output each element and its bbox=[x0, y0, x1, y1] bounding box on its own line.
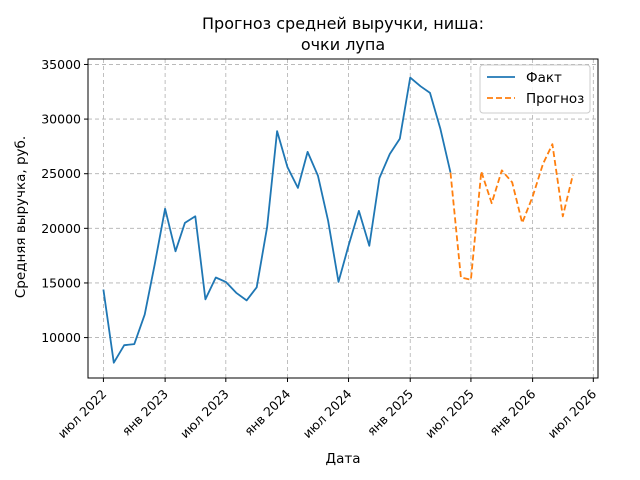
y-tick-label: 20000 bbox=[41, 221, 81, 236]
grid bbox=[88, 59, 598, 378]
y-tick-label: 35000 bbox=[41, 57, 81, 72]
y-axis-label: Средняя выручка, руб. bbox=[13, 136, 29, 298]
plot-frame bbox=[87, 58, 599, 379]
y-tick-label: 25000 bbox=[41, 166, 81, 181]
y-tick-label: 15000 bbox=[41, 275, 81, 290]
x-axis-label: Дата bbox=[326, 451, 361, 467]
chart-title-line-1: Прогноз средней выручки, ниша: bbox=[202, 14, 484, 33]
plot-area bbox=[102, 76, 574, 364]
series-line-fact bbox=[102, 76, 452, 364]
series-line-forecast bbox=[449, 143, 574, 281]
y-tick-label: 10000 bbox=[41, 330, 81, 345]
y-tick-label: 30000 bbox=[41, 112, 81, 127]
legend-label-forecast: Прогноз bbox=[526, 91, 584, 107]
y-axis: 10000 15000 20000 25000 30000 35000 bbox=[41, 57, 88, 345]
chart-title-line-2: очки лупа bbox=[301, 35, 385, 54]
legend-label-fact: Факт bbox=[526, 70, 562, 86]
legend: Факт Прогноз bbox=[479, 64, 591, 114]
